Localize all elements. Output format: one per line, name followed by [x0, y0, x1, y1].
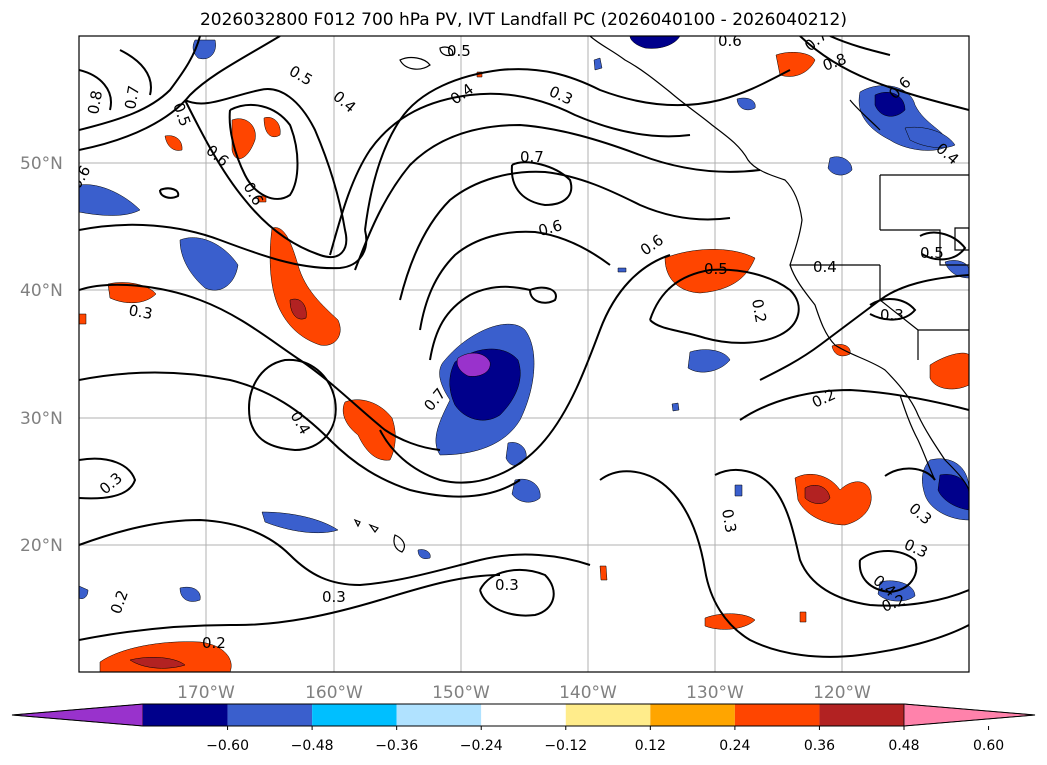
colorbar-tick-label: −0.24	[460, 738, 503, 754]
colorbar-outline	[11, 703, 1036, 727]
colorbar-tick-label: 0.24	[719, 738, 750, 754]
contour-label: 0.3	[127, 301, 154, 323]
contour-label: 0.3	[880, 306, 904, 324]
colorbar-tick-label: −0.12	[544, 738, 587, 754]
colorbar-segment	[481, 704, 566, 726]
lat-label: 50°N	[20, 154, 63, 174]
colorbar-segment	[819, 704, 904, 726]
colorbar-tick-label: 0.12	[635, 738, 666, 754]
colorbar-tick-label: −0.60	[206, 738, 249, 754]
colorbar	[11, 703, 1036, 727]
contour-label: 0.6	[536, 216, 564, 240]
colorbar-tick-label: 0.36	[804, 738, 835, 754]
colorbar-segment	[396, 704, 482, 726]
colorbar-tick-label: 0.48	[888, 738, 919, 754]
longitude-labels: 170°W 160°W 150°W 140°W 130°W 120°W	[177, 683, 871, 703]
contour-label: 0.6	[718, 32, 742, 50]
contour-label: 0.5	[920, 244, 944, 262]
colorbar-segment	[143, 704, 228, 726]
lat-label: 20°N	[20, 536, 63, 556]
lon-label: 170°W	[177, 683, 235, 703]
contour-lines	[79, 36, 969, 658]
lat-label: 40°N	[20, 281, 63, 301]
contour-label: 0.2	[202, 634, 226, 652]
lon-label: 130°W	[686, 683, 744, 703]
lon-label: 120°W	[813, 683, 871, 703]
filled-anomalies	[79, 36, 969, 672]
colorbar-segment	[312, 704, 397, 726]
contour-label: 0.7	[121, 84, 143, 111]
colorbar-segment	[565, 704, 651, 726]
colorbar-extend-max	[903, 703, 1036, 727]
map-title: 2026032800 F012 700 hPa PV, IVT Landfall…	[199, 10, 847, 30]
colorbar-segment	[227, 704, 313, 726]
coastlines	[353, 36, 969, 553]
lon-label: 160°W	[305, 683, 363, 703]
latitude-labels: 50°N 40°N 30°N 20°N	[20, 154, 63, 556]
contour-label: 0.5	[447, 42, 471, 60]
contour-label: 0.7	[520, 148, 544, 166]
map-border	[78, 35, 970, 673]
lon-label: 140°W	[559, 683, 617, 703]
colorbar-segment	[650, 704, 735, 726]
contour-label: 0.8	[84, 89, 106, 116]
colorbar-segment	[734, 704, 820, 726]
colorbar-ticks: −0.60 −0.48 −0.36 −0.24 −0.12 0.12 0.24 0.36 0.4…	[206, 726, 1004, 754]
contour-label: 0.3	[495, 576, 519, 594]
contour-label: 0.2	[748, 298, 770, 325]
colorbar-tick-label: −0.36	[375, 738, 418, 754]
colorbar-extend-min	[11, 703, 144, 727]
contour-label: 0.5	[704, 260, 728, 278]
colorbar-tick-label: 0.60	[973, 738, 1004, 754]
contour-label: 0.4	[813, 258, 837, 276]
lat-label: 30°N	[20, 409, 63, 429]
lon-label: 150°W	[432, 683, 490, 703]
colorbar-tick-label: −0.48	[291, 738, 334, 754]
contour-label: 0.3	[718, 508, 740, 535]
contour-label: 0.3	[322, 588, 346, 606]
